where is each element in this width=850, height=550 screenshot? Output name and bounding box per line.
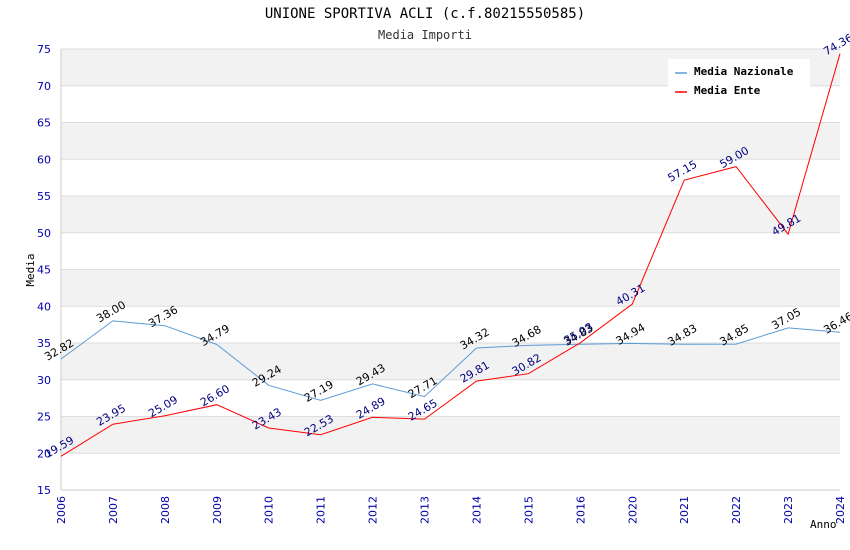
grid-bands (61, 49, 840, 454)
data-label-nazionale: 36.46 (821, 310, 850, 337)
legend: Media Nazionale Media Ente (668, 59, 810, 103)
y-tick-label: 65 (37, 117, 51, 130)
grid-lines (61, 48, 840, 491)
grid-band (61, 416, 840, 454)
y-tick-label: 50 (37, 227, 51, 240)
y-tick-label: 40 (37, 300, 51, 313)
x-tick-label: 2014 (470, 496, 483, 524)
y-tick-label: 15 (37, 484, 51, 497)
legend-label-nazionale: Media Nazionale (694, 65, 794, 78)
chart-title: UNIONE SPORTIVA ACLI (c.f.80215550585) (265, 6, 585, 22)
x-tick-labels: 2006 2007 2008 2009 2010 2011 2012 2013 2014 2015… (55, 496, 847, 524)
y-tick-label: 55 (37, 190, 51, 203)
y-tick-label: 35 (37, 337, 51, 350)
series-lines (60, 53, 841, 457)
x-tick-label: 2016 (574, 496, 587, 524)
y-tick-label: 20 (37, 447, 51, 460)
y-tick-label: 30 (37, 374, 51, 387)
x-tick-label: 2006 (55, 496, 68, 524)
x-tick-label: 2020 (626, 496, 639, 524)
y-tick-label: 75 (37, 43, 51, 56)
x-tick-label: 2013 (419, 496, 432, 524)
x-tick-label: 2023 (782, 496, 795, 524)
chart-subtitle: Media Importi (378, 28, 472, 42)
y-tick-label: 60 (37, 153, 51, 166)
x-tick-label: 2010 (263, 496, 276, 524)
x-tick-label: 2012 (367, 496, 380, 524)
grid-band (61, 122, 840, 160)
x-tick-label: 2022 (730, 496, 743, 524)
x-tick-label: 2008 (159, 496, 172, 524)
y-axis-label: Media (24, 253, 37, 286)
grid-band (61, 343, 840, 380)
y-tick-label: 45 (37, 264, 51, 277)
x-tick-label: 2007 (107, 496, 120, 524)
x-tick-label: 2011 (315, 496, 328, 524)
legend-label-ente: Media Ente (694, 84, 761, 97)
axes (60, 49, 840, 491)
data-label-nazionale: 27.19 (302, 378, 336, 405)
data-label-ente: 57.15 (666, 158, 700, 185)
data-label-nazionale: 37.36 (146, 303, 180, 330)
series-line-nazionale (60, 320, 841, 401)
series-line-ente (60, 53, 841, 457)
x-tick-label: 2009 (211, 496, 224, 524)
y-tick-labels: 15 20 25 30 35 40 45 50 55 60 65 70 75 (37, 43, 51, 497)
x-tick-label: 2015 (522, 496, 535, 524)
legend-box (668, 59, 810, 103)
y-tick-label: 70 (37, 80, 51, 93)
grid-band (61, 269, 840, 307)
x-tick-label: 2024 (834, 496, 847, 524)
x-tick-label: 2021 (678, 496, 691, 524)
grid-band (61, 196, 840, 233)
y-tick-label: 25 (37, 411, 51, 424)
x-axis-label: Anno (810, 518, 837, 531)
data-label-ente: 19.59 (42, 434, 76, 461)
